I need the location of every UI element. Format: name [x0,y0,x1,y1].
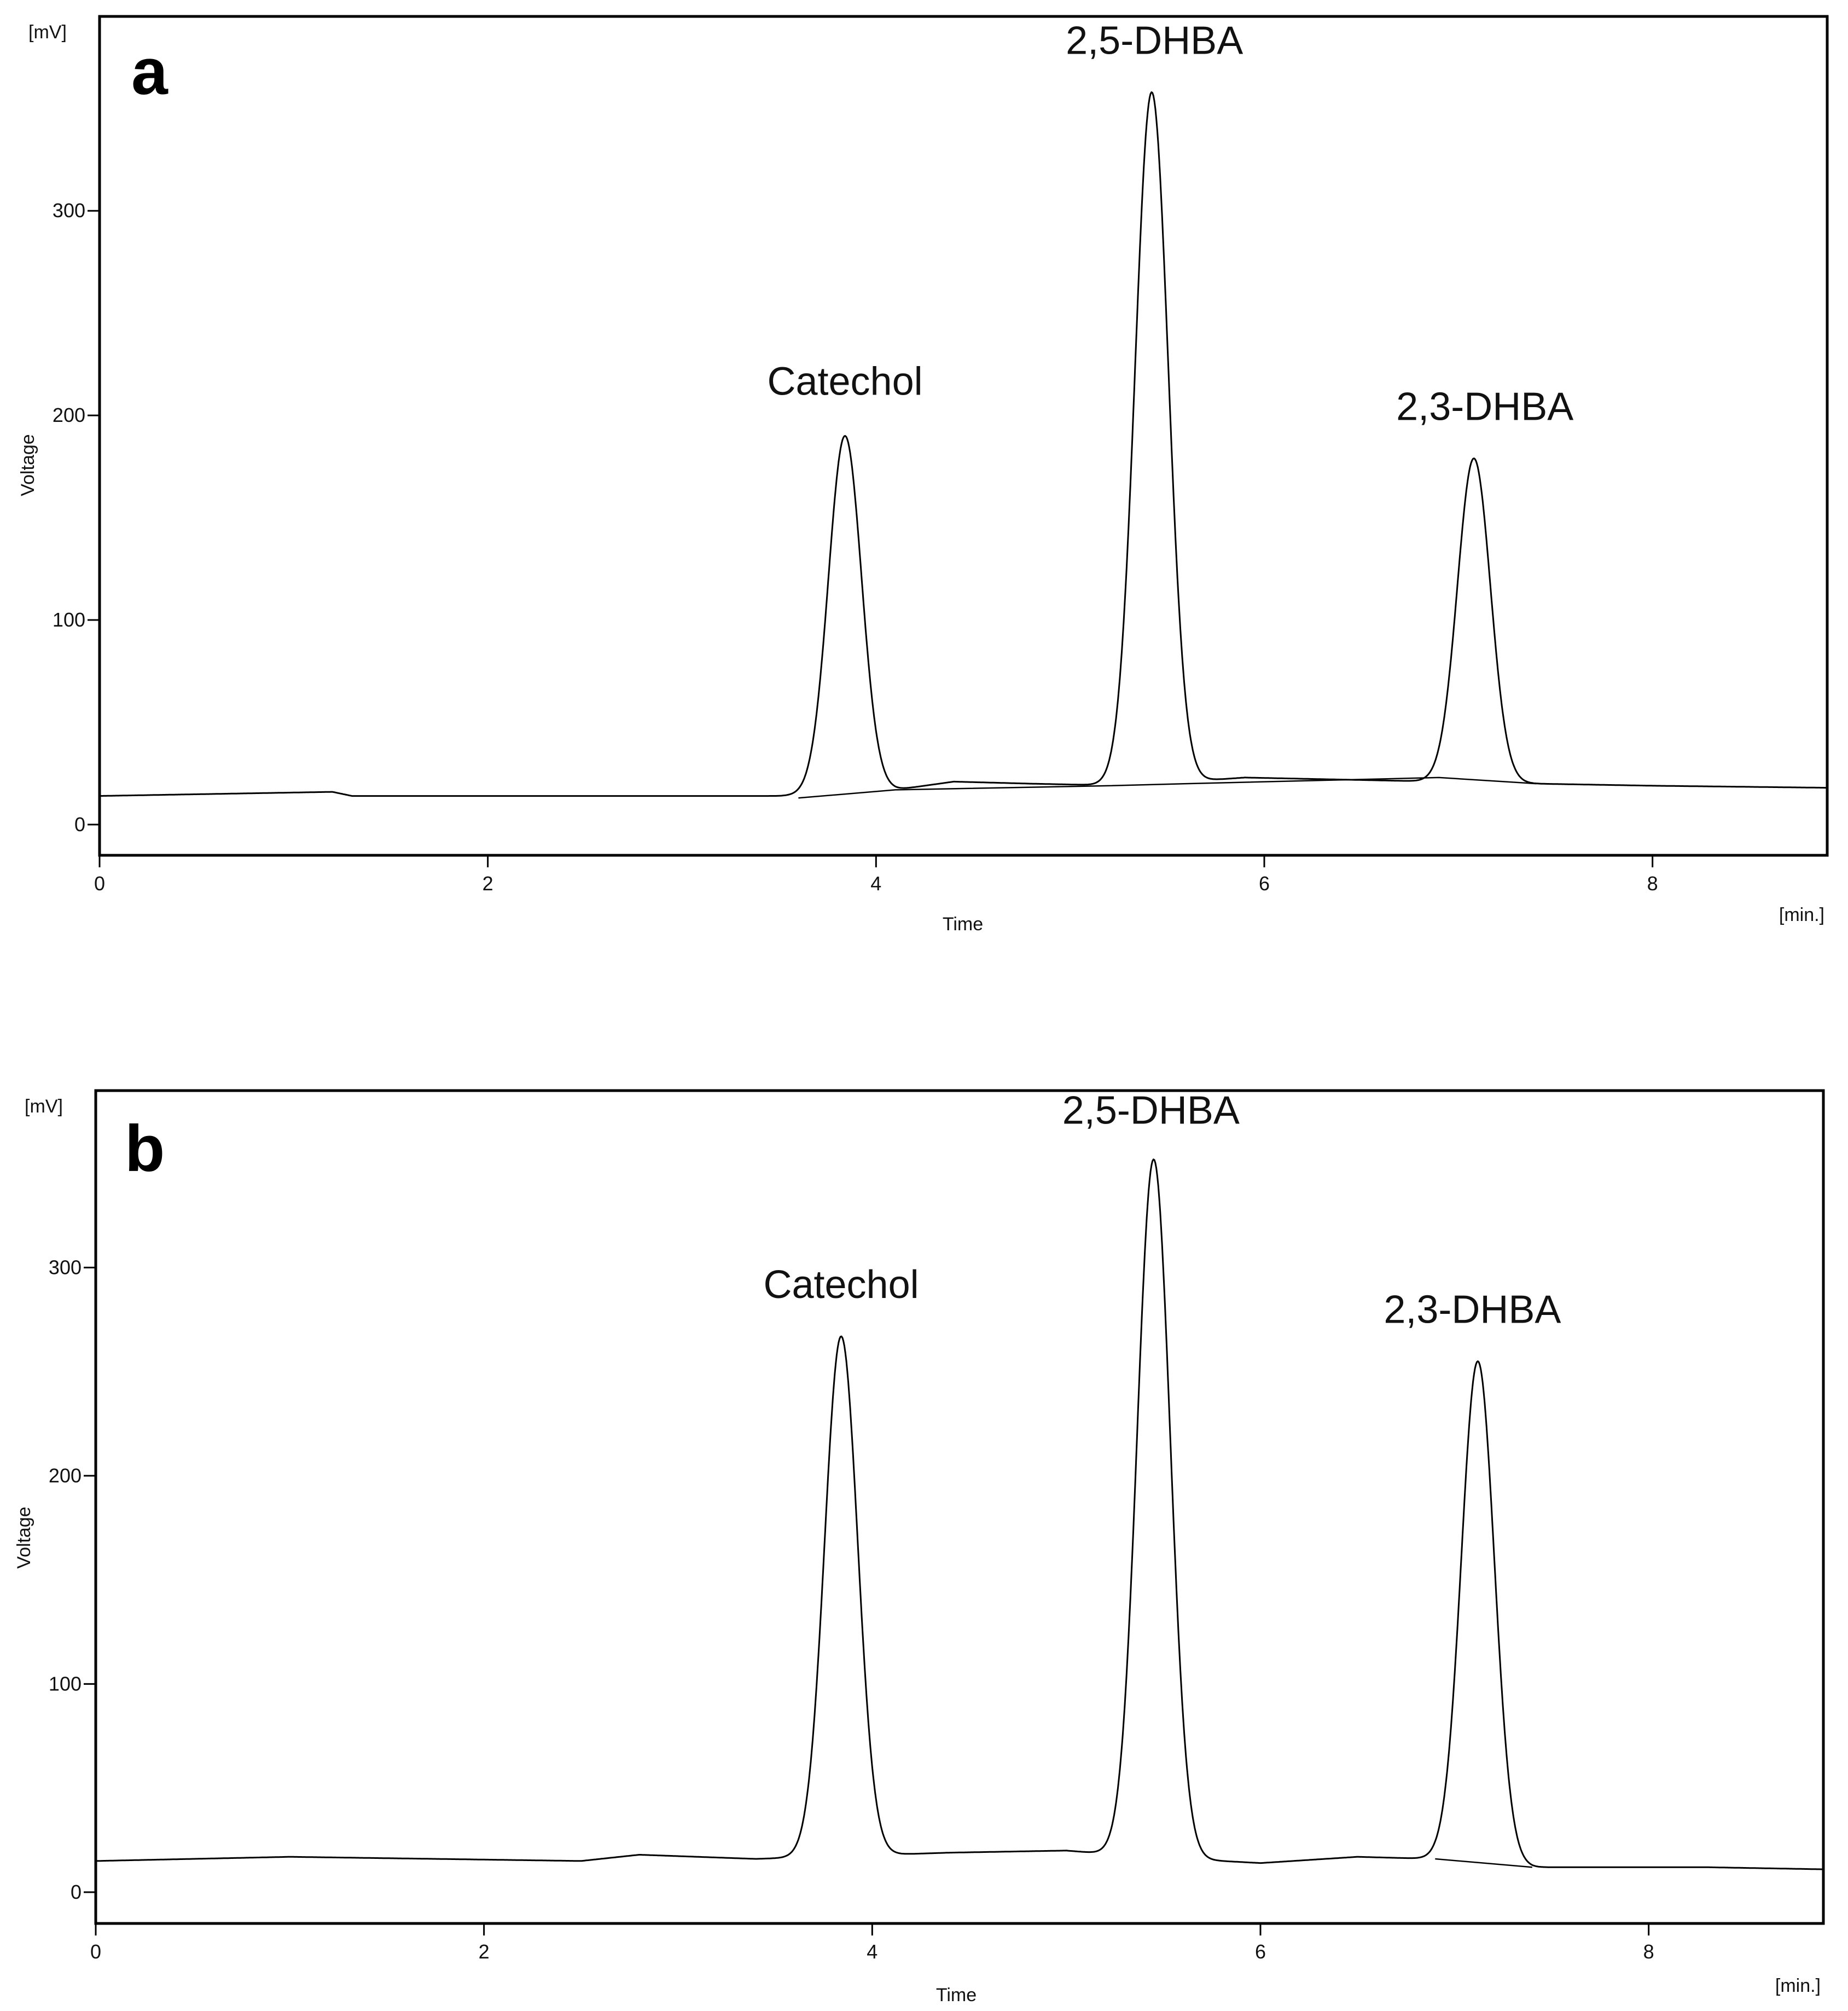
signal-trace [96,1158,1824,1870]
y-tick-label: 100 [49,1672,82,1695]
y-tick-label: 0 [71,1881,82,1903]
x-tick-label: 6 [1259,872,1270,895]
chromatogram-panel-a: a [mV] Voltage Time [min.] 0 100 200 300 0 2 4… [18,15,1829,935]
peak-label: 2,3-DHBA [1384,1288,1561,1332]
trace-group: Catechol 2,5-DHBA 2,3-DHBA [99,19,1827,799]
peak-label: Catechol [763,1263,919,1307]
plot-frame [94,1089,1825,1925]
y-tick-label: 300 [49,1256,82,1278]
y-tick-label: 200 [53,404,85,426]
integration-baseline [798,776,1536,799]
x-tick-label: 2 [479,1940,490,1963]
x-tick-label: 4 [870,872,881,895]
x-tick-label: 2 [483,872,493,895]
y-tick-label: 100 [53,608,85,631]
signal-trace [99,91,1827,797]
x-tick-label: 8 [1643,1940,1654,1963]
peak-label: Catechol [767,360,922,404]
y-tick-label: 0 [74,813,85,836]
x-tick-label: 6 [1255,1940,1266,1963]
y-tick-label: 200 [49,1464,82,1487]
chromatogram-panel-b: b [mV] Voltage Time [min.] 0 100 200 300 0 2 4… [14,1089,1825,2006]
integration-baseline [1435,1858,1532,1868]
y-axis-title: Voltage [14,1506,34,1568]
peak-label: 2,5-DHBA [1066,19,1243,62]
trace-group: Catechol 2,5-DHBA 2,3-DHBA [96,1089,1824,1870]
x-unit-label: [min.] [1775,1975,1821,1996]
x-tick-label: 0 [90,1940,101,1963]
x-tick-label: 4 [867,1940,877,1963]
peak-label: 2,3-DHBA [1396,385,1573,429]
x-unit-label: [min.] [1779,905,1824,925]
x-tick-label: 0 [94,872,105,895]
x-tick-label: 8 [1647,872,1658,895]
plot-frame [98,15,1829,857]
x-axis-title: Time [936,1985,977,2006]
y-unit-label: [mV] [25,1096,63,1117]
tick-group: 0 100 200 300 0 2 4 6 8 [49,1256,1654,1963]
x-axis-title: Time [943,914,983,935]
y-axis-title: Voltage [18,434,38,496]
peak-label: 2,5-DHBA [1062,1089,1240,1133]
tick-group: 0 100 200 300 0 2 4 6 8 [53,199,1658,895]
panel-letter: b [125,1112,165,1185]
y-unit-label: [mV] [28,22,67,43]
panel-letter: a [131,35,168,108]
y-tick-label: 300 [53,199,85,222]
